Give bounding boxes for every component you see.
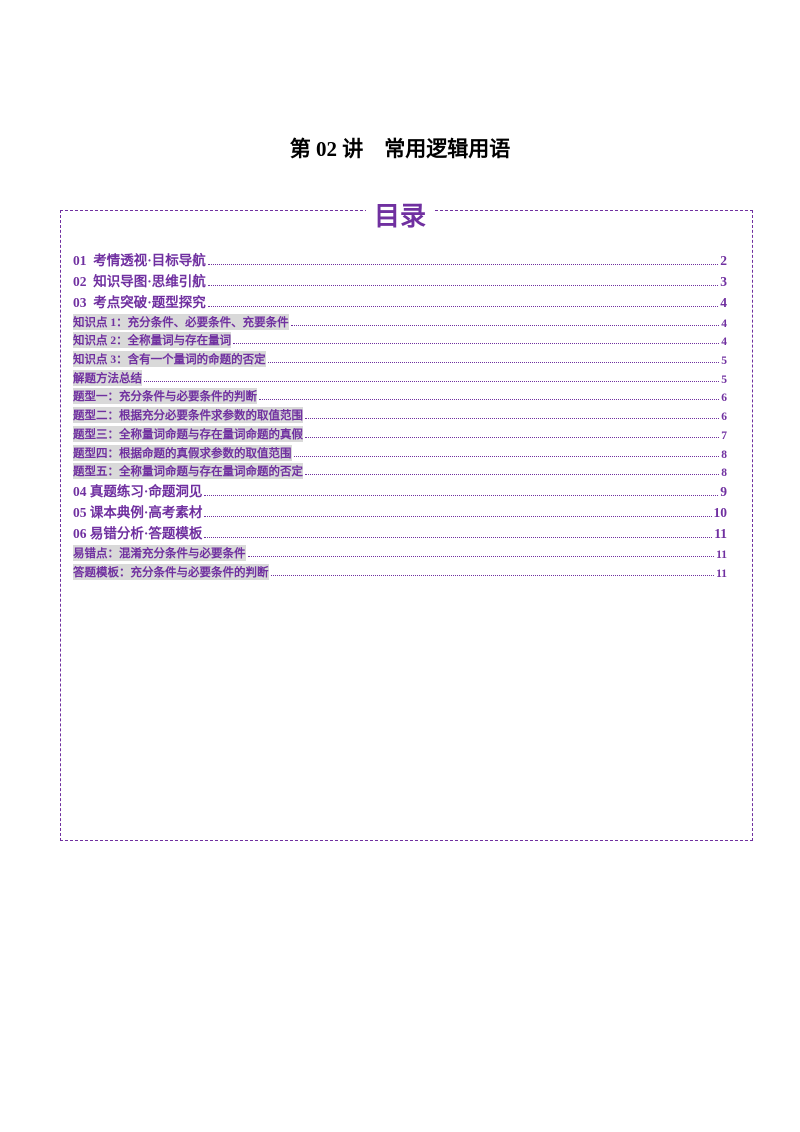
entry-text: 知识点 1：充分条件、必要条件、充要条件 — [73, 313, 289, 330]
leader — [290, 324, 720, 326]
toc-entry[interactable]: 06 易错分析·答题模板 11 — [73, 521, 727, 542]
entry-page: 11 — [716, 567, 727, 580]
leader — [259, 399, 720, 401]
entry-text: 题型五：全称量词命题与存在量词命题的否定 — [73, 463, 303, 480]
toc-entry[interactable]: 05 课本典例·高考素材 10 — [73, 500, 727, 521]
entry-page: 4 — [720, 295, 727, 310]
toc-entry[interactable]: 答题模板：充分条件与必要条件的判断 11 — [73, 561, 727, 580]
leader — [233, 343, 720, 345]
entry-text: 解题方法总结 — [73, 369, 142, 386]
entry-page: 8 — [721, 448, 727, 461]
entry-page: 5 — [721, 373, 727, 386]
entry-page: 11 — [714, 526, 727, 542]
entry-page: 9 — [720, 484, 727, 500]
entry-text: 06 易错分析·答题模板 — [73, 526, 203, 542]
entry-page: 11 — [716, 548, 727, 561]
toc-heading: 目录 — [365, 202, 434, 232]
entry-text: 01 考情透视·目标导航 — [73, 253, 206, 268]
leader — [305, 436, 720, 438]
entry-page: 6 — [721, 392, 727, 405]
leader — [207, 285, 719, 286]
entry-page: 4 — [721, 336, 727, 349]
entry-text: 题型二：根据充分必要条件求参数的取值范围 — [73, 407, 303, 424]
entry-page: 3 — [720, 274, 727, 289]
leader — [207, 306, 719, 307]
toc-entry[interactable]: 解题方法总结 5 — [73, 367, 727, 386]
entry-text: 题型一：充分条件与必要条件的判断 — [73, 388, 257, 405]
page-title: 第 02 讲 常用逻辑用语 — [289, 137, 511, 161]
entry-text: 答题模板：充分条件与必要条件的判断 — [73, 563, 269, 580]
entry-page: 8 — [721, 467, 727, 480]
toc-entry[interactable]: 题型一：充分条件与必要条件的判断 6 — [73, 386, 727, 405]
entry-text: 题型三：全称量词命题与存在量词命题的真假 — [73, 425, 303, 442]
leader — [204, 537, 713, 539]
entry-page: 7 — [721, 429, 727, 442]
toc-entry[interactable]: 知识点 1：充分条件、必要条件、充要条件 4 — [73, 311, 727, 330]
toc-entry[interactable]: 知识点 2：全称量词与存在量词 4 — [73, 330, 727, 349]
leader — [144, 380, 720, 382]
toc-entry[interactable]: 知识点 3：含有一个量词的命题的否定 5 — [73, 348, 727, 368]
leader — [207, 264, 719, 265]
entry-text: 04 真题练习·命题洞见 — [73, 484, 203, 500]
entry-text: 题型四：根据命题的真假求参数的取值范围 — [73, 444, 292, 461]
entry-page: 10 — [713, 505, 728, 521]
leader — [293, 455, 720, 457]
toc-entry[interactable]: 易错点：混淆充分条件与必要条件 11 — [73, 542, 727, 561]
entry-page: 4 — [721, 317, 727, 330]
toc-entry[interactable]: 01 考情透视·目标导航 2 — [73, 248, 727, 269]
leader — [267, 362, 720, 364]
toc-list: 01 考情透视·目标导航 2 02 知识导图·思维引航 3 03 考点突破·题型探究 4 知… — [73, 248, 727, 580]
entry-text: 知识点 3：含有一个量词的命题的否定 — [73, 351, 266, 368]
toc-entry[interactable]: 04 真题练习·命题洞见 9 — [73, 479, 727, 500]
toc-entry[interactable]: 题型五：全称量词命题与存在量词命题的否定 8 — [73, 461, 727, 480]
entry-text: 易错点：混淆充分条件与必要条件 — [73, 544, 246, 561]
leader — [204, 495, 719, 497]
toc-entry[interactable]: 02 知识导图·思维引航 3 — [73, 269, 727, 290]
leader — [204, 516, 712, 518]
toc-entry[interactable]: 03 考点突破·题型探究 4 — [73, 290, 727, 311]
entry-text: 02 知识导图·思维引航 — [73, 274, 206, 289]
leader — [305, 418, 720, 420]
entry-text: 知识点 2：全称量词与存在量词 — [73, 332, 232, 349]
leader — [247, 555, 715, 557]
entry-text: 05 课本典例·高考素材 — [73, 505, 203, 521]
leader — [305, 474, 720, 476]
entry-page: 6 — [721, 411, 727, 424]
entry-text: 03 考点突破·题型探究 — [73, 295, 206, 310]
toc-entry[interactable]: 题型三：全称量词命题与存在量词命题的真假 7 — [73, 423, 727, 442]
toc-entry[interactable]: 题型二：根据充分必要条件求参数的取值范围 6 — [73, 404, 727, 424]
entry-page: 2 — [720, 253, 727, 268]
toc-heading-wrap: 目录 — [0, 196, 800, 233]
leader — [270, 574, 715, 576]
entry-page: 5 — [721, 355, 727, 368]
toc-entry[interactable]: 题型四：根据命题的真假求参数的取值范围 8 — [73, 442, 727, 461]
